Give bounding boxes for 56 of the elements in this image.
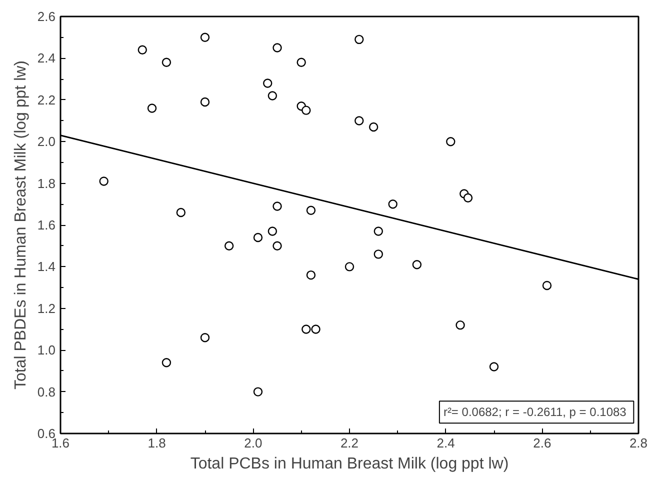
point bbox=[412, 260, 422, 270]
x-tick-label: 2.6 bbox=[533, 436, 552, 450]
point bbox=[272, 43, 282, 52]
x-tick-label: 1.8 bbox=[148, 436, 166, 450]
x-axis-title: Total PCBs in Human Breast Milk (log ppt lw) bbox=[190, 456, 509, 472]
y-tick-label: 1.0 bbox=[37, 342, 56, 358]
point bbox=[200, 32, 210, 42]
point bbox=[306, 206, 316, 215]
point bbox=[268, 226, 278, 236]
annotation: r²= 0.0682; r = -0.2611, p = 0.1083 bbox=[443, 405, 627, 420]
y-tick-label: 1.2 bbox=[37, 300, 56, 316]
x-tick-label: 2.2 bbox=[340, 436, 359, 450]
y-tick-label: 2.0 bbox=[37, 134, 56, 150]
y-tick-label: 1.4 bbox=[37, 259, 56, 274]
point bbox=[374, 226, 383, 236]
point bbox=[368, 122, 378, 132]
point bbox=[147, 104, 157, 113]
point bbox=[200, 333, 210, 342]
point bbox=[456, 320, 465, 330]
point bbox=[162, 358, 172, 368]
point bbox=[253, 232, 263, 242]
point bbox=[463, 193, 473, 202]
point bbox=[272, 202, 282, 211]
y-axis-title: Total PBDEs in Human Breast Milk (log ppt lw) bbox=[12, 60, 30, 390]
y-tick-label: 1.6 bbox=[37, 218, 56, 232]
y-tick-label: 2.2 bbox=[37, 92, 56, 108]
point bbox=[200, 97, 210, 107]
x-tick-label: 2.4 bbox=[436, 436, 455, 450]
point bbox=[374, 250, 383, 259]
point bbox=[99, 176, 108, 186]
y-tick-label: 0.8 bbox=[37, 384, 56, 400]
y-tick-label: 2.4 bbox=[37, 50, 56, 66]
point bbox=[489, 362, 499, 372]
x-tick-label: 2.0 bbox=[244, 436, 262, 450]
point bbox=[354, 34, 364, 44]
y-tick-label: 1.8 bbox=[37, 176, 56, 191]
point bbox=[302, 324, 311, 334]
point bbox=[344, 262, 354, 272]
point bbox=[268, 91, 278, 100]
point bbox=[224, 241, 234, 250]
point bbox=[388, 200, 398, 209]
point bbox=[162, 58, 172, 67]
y-tick-label: 2.6 bbox=[37, 9, 56, 24]
point bbox=[302, 106, 311, 115]
x-tick-label: 2.8 bbox=[629, 436, 648, 450]
point bbox=[176, 208, 186, 218]
point bbox=[311, 324, 320, 334]
point bbox=[272, 241, 282, 250]
point bbox=[296, 58, 306, 67]
point bbox=[253, 387, 263, 396]
point bbox=[446, 137, 456, 146]
point bbox=[263, 78, 272, 88]
point bbox=[306, 270, 316, 280]
point bbox=[354, 116, 364, 126]
point bbox=[138, 45, 147, 54]
point bbox=[542, 280, 552, 290]
